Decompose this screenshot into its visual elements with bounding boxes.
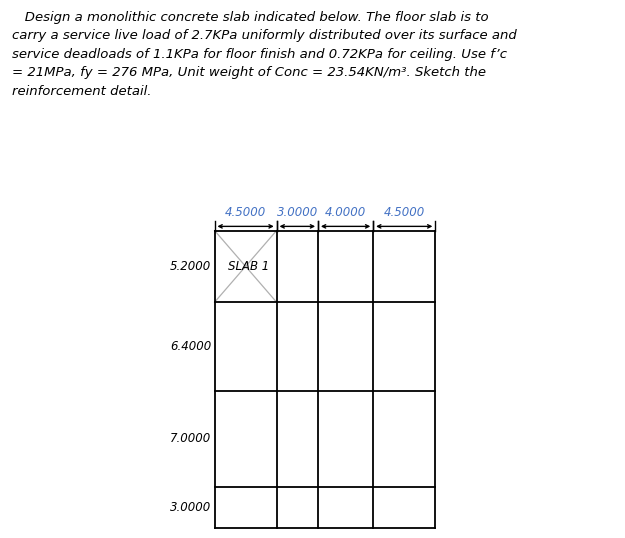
Text: SLAB 1: SLAB 1 [228, 260, 269, 273]
Text: 5.2000: 5.2000 [170, 260, 211, 273]
Text: 3.0000: 3.0000 [277, 206, 318, 219]
Text: 4.5000: 4.5000 [225, 206, 266, 219]
Text: 3.0000: 3.0000 [170, 501, 211, 514]
Text: 7.0000: 7.0000 [170, 433, 211, 445]
Text: 4.5000: 4.5000 [384, 206, 425, 219]
Text: 6.4000: 6.4000 [170, 340, 211, 353]
Text: 4.0000: 4.0000 [325, 206, 366, 219]
Text: Design a monolithic concrete slab indicated below. The floor slab is to
carry a : Design a monolithic concrete slab indica… [12, 11, 518, 98]
